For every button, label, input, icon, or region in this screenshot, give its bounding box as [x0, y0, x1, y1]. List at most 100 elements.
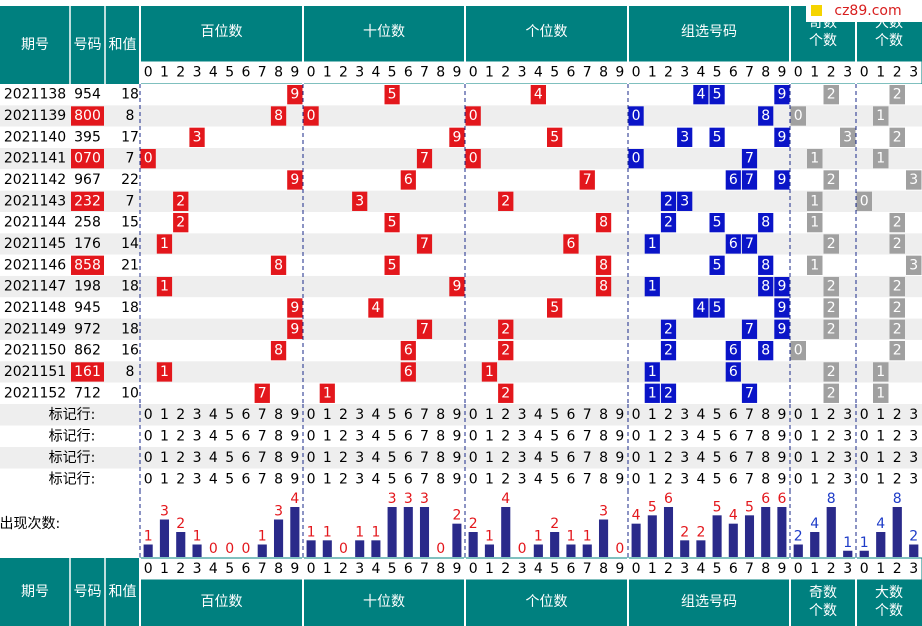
cell-mark — [741, 383, 758, 403]
mark-digit: 2 — [893, 471, 902, 487]
cell-mark — [889, 340, 905, 361]
cell-digit: 6 — [729, 364, 738, 380]
digit-header: 9 — [290, 65, 299, 81]
sum: 18 — [121, 87, 139, 103]
cell-digit: 1 — [648, 236, 657, 252]
cell-mark — [709, 127, 725, 147]
cell-digit: 5 — [713, 129, 722, 145]
mark-digit: 1 — [648, 471, 657, 487]
cell-digit: 0 — [860, 193, 869, 209]
digit-header: 9 — [615, 561, 624, 577]
cell-digit: 1 — [810, 151, 819, 167]
cell-digit: 1 — [876, 385, 885, 401]
cell-mark — [563, 234, 579, 254]
mark-digit: 7 — [583, 407, 592, 423]
cell-mark — [368, 298, 384, 318]
mark-digit: 6 — [566, 407, 575, 423]
count-label: 3 — [599, 504, 608, 520]
mark-digit: 5 — [388, 407, 397, 423]
mark-digit: 8 — [761, 471, 770, 487]
group-title: 组选号码 — [681, 594, 737, 610]
digit-header: 7 — [258, 561, 267, 577]
mark-digit: 3 — [680, 471, 689, 487]
cell-mark — [270, 340, 287, 361]
cell-digit: 2 — [664, 193, 673, 209]
mark-digit: 2 — [827, 471, 836, 487]
mark-digit: 8 — [599, 471, 608, 487]
digit-header: 8 — [436, 65, 445, 81]
cell-mark — [173, 191, 189, 211]
count-bar — [876, 532, 886, 557]
mark-digit: 8 — [436, 407, 445, 423]
cell-digit: 3 — [843, 129, 852, 145]
digit-header: 8 — [761, 65, 770, 81]
issue: 2021140 — [4, 129, 66, 145]
digit-header: 8 — [599, 561, 608, 577]
cell-digit: 2 — [893, 343, 902, 359]
count-label: 4 — [501, 491, 510, 507]
cell-digit: 7 — [745, 385, 754, 401]
cell-digit: 1 — [648, 279, 657, 295]
number: 712 — [74, 385, 101, 401]
mark-digit: 6 — [241, 471, 250, 487]
row-bg — [0, 382, 922, 404]
cell-digit: 3 — [193, 129, 202, 145]
number-highlight — [71, 191, 104, 211]
count-bar — [892, 507, 902, 557]
mark-digit: 6 — [729, 471, 738, 487]
mark-digit: 2 — [339, 471, 348, 487]
mark-digit: 1 — [160, 450, 169, 466]
row-bg — [0, 254, 922, 276]
cell-mark — [790, 106, 806, 126]
digit-header: 2 — [339, 561, 348, 577]
mark-digit: 5 — [550, 471, 559, 487]
cell-digit: 7 — [745, 236, 754, 252]
mark-digit: 4 — [371, 471, 380, 487]
mark-digit: 2 — [893, 428, 902, 444]
digit-header: 1 — [323, 65, 332, 81]
cell-digit: 7 — [745, 321, 754, 337]
cell-digit: 1 — [160, 364, 169, 380]
logo-icon — [811, 5, 822, 16]
digit-header: 6 — [241, 65, 250, 81]
mark-digit: 9 — [615, 407, 624, 423]
count-bar — [176, 532, 186, 557]
cell-mark — [595, 212, 612, 233]
stats-label: 共15期，出现次数: — [0, 516, 60, 532]
mark-digit: 1 — [876, 428, 885, 444]
count-label: 3 — [160, 504, 169, 520]
cell-mark — [906, 255, 922, 275]
digit-header: 2 — [501, 561, 510, 577]
mark-digit: 2 — [827, 428, 836, 444]
digit-header: 1 — [876, 65, 885, 81]
digit-header: 2 — [827, 561, 836, 577]
cell-digit: 1 — [876, 364, 885, 380]
mark-digit: 6 — [404, 471, 413, 487]
mark-digit: 4 — [209, 428, 218, 444]
row-bg — [0, 105, 922, 127]
digit-header: 1 — [160, 65, 169, 81]
mark-digit: 5 — [713, 450, 722, 466]
cell-mark — [725, 340, 741, 361]
count-bar — [273, 519, 284, 557]
cell-digit: 8 — [599, 279, 608, 295]
cell-digit: 9 — [452, 279, 461, 295]
cell-digit: 8 — [274, 343, 283, 359]
group-title: 十位数 — [363, 594, 405, 610]
digit-header: 2 — [339, 65, 348, 81]
mark-digit: 0 — [144, 450, 153, 466]
mark-digit: 4 — [534, 407, 543, 423]
mark-row-bg — [0, 404, 922, 426]
row-bg — [0, 84, 922, 106]
cell-digit: 1 — [876, 151, 885, 167]
cell-digit: 9 — [452, 129, 461, 145]
cell-digit: 2 — [893, 236, 902, 252]
mark-digit: 5 — [388, 471, 397, 487]
digit-header: 8 — [761, 561, 770, 577]
sum: 18 — [121, 321, 139, 337]
cell-mark — [823, 170, 839, 190]
count-label: 1 — [583, 529, 592, 545]
cell-mark — [628, 106, 644, 126]
mark-digit: 8 — [761, 407, 770, 423]
cell-mark — [498, 383, 514, 403]
